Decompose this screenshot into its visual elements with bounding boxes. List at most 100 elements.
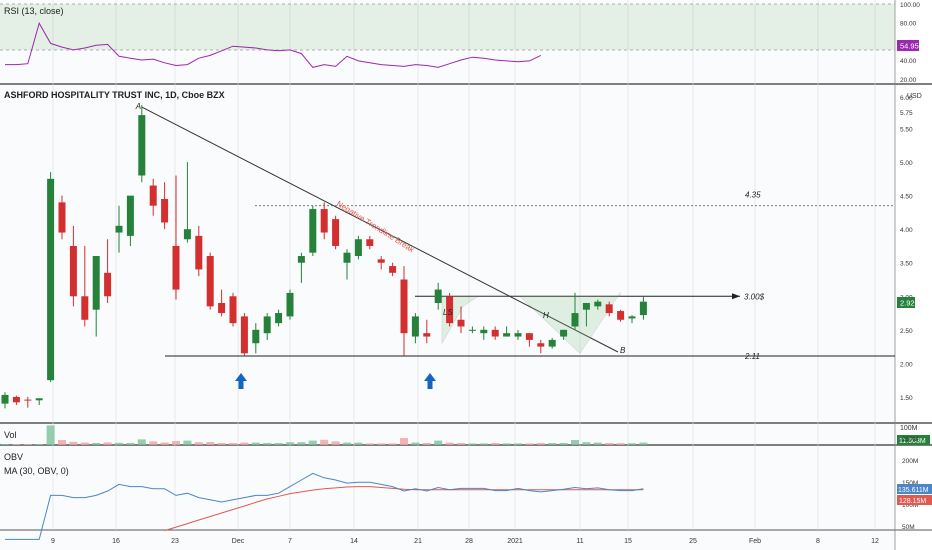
volume-bar (320, 439, 329, 445)
volume-bar (286, 442, 294, 445)
x-tick-label: 15 (624, 538, 632, 545)
volume-bar (616, 443, 625, 445)
volume-bar (559, 443, 568, 445)
volume-bar (80, 442, 89, 445)
volume-bar (149, 441, 158, 445)
volume-bar (400, 438, 408, 445)
candle-body (252, 329, 260, 344)
price-tick-label: 2.50 (900, 328, 913, 335)
candle-body (263, 316, 271, 334)
candle-body (275, 313, 283, 324)
obv-line (5, 472, 644, 540)
candle-body (218, 302, 226, 314)
price-tick-label: 5.75 (900, 110, 913, 117)
volume-bar (251, 442, 260, 445)
x-tick-label: 16 (112, 538, 120, 545)
candle-body (183, 229, 191, 240)
volume-bar (605, 443, 614, 445)
obv-panel: OBV MA (30, OBV, 0) 250M200M150M100M50M … (4, 436, 932, 540)
candle-body (582, 302, 590, 310)
price-tick-label: 4.00 (900, 227, 913, 234)
head-label: H (543, 311, 549, 320)
rsi-tick-label: 40.00 (900, 58, 917, 65)
candle-body (297, 256, 305, 263)
candle-body (240, 316, 248, 354)
volume-bar (194, 442, 203, 445)
candle-body (229, 296, 237, 324)
candle-body (69, 245, 77, 297)
volume-bar (639, 442, 648, 445)
volume-bar (217, 443, 226, 445)
candle-body (491, 329, 499, 337)
neckline-label: 3.00$ (744, 292, 765, 301)
neckline-arrowhead (732, 293, 740, 300)
support-label: 2.11 (744, 352, 760, 361)
volume-bar (229, 443, 237, 445)
obv-tick-label: 250M (902, 436, 918, 443)
currency-label: USD (907, 93, 922, 100)
rsi-panel: RSI (13, close) 100.0080.0060.0040.0020.… (0, 2, 920, 84)
volume-bar (1, 444, 9, 445)
volume-bar (571, 440, 579, 445)
volume-bar (354, 442, 363, 445)
volume-bar (46, 425, 55, 445)
price-title: ASHFORD HOSPITALITY TRUST INC, 1D, Cboe … (4, 90, 225, 100)
price-current-badge (897, 297, 915, 308)
candle-body (92, 256, 100, 310)
candle-body (35, 398, 43, 401)
candle-body (525, 333, 533, 340)
candle-body (423, 333, 431, 337)
x-tick-label: 11 (576, 538, 583, 545)
volume-bar (457, 443, 465, 445)
point-b-label: B (620, 346, 626, 355)
obv-current-badge (897, 484, 932, 494)
candle-body (115, 225, 123, 233)
candle-body (12, 396, 20, 403)
price-tick-label: 6.00 (900, 95, 913, 102)
candle-body (138, 115, 146, 176)
candle-body (503, 333, 511, 337)
candle-body (639, 301, 647, 316)
candle-body (343, 252, 351, 263)
volume-bar (525, 443, 534, 445)
candle-body (514, 333, 522, 337)
obv-ma-current-badge (897, 495, 932, 505)
volume-bar (388, 443, 397, 445)
price-tick-label: 5.00 (900, 160, 913, 167)
candle-body (161, 198, 169, 223)
volume-bar (240, 442, 249, 445)
candle-body (309, 209, 317, 253)
volume-bar (206, 442, 215, 445)
volume-bar (23, 444, 32, 445)
rsi-tick-label: 100.00 (900, 2, 920, 9)
left-shoulder-label: LS (443, 308, 453, 317)
candle-body (354, 239, 362, 257)
x-axis: 9 16 23 Dec 7 14 21 28 2021 11 15 25 Feb 8 12 (51, 538, 879, 545)
candle-body (560, 329, 568, 337)
volume-bar (377, 443, 386, 445)
volume-current-value: 11.503M (899, 438, 926, 445)
rsi-tick-label: 80.00 (900, 21, 917, 28)
volume-bars (1, 425, 648, 445)
volume-bar (434, 440, 443, 445)
volume-bar (331, 441, 340, 445)
price-tick-label: 3.50 (900, 261, 913, 268)
volume-bar (297, 442, 306, 445)
price-current-value: 2.92 (900, 299, 915, 308)
candle-body (537, 343, 545, 347)
candle-body (617, 311, 625, 320)
obv-tick-label: 200M (902, 458, 918, 465)
candle-body (457, 319, 465, 327)
candle-body (434, 289, 442, 303)
volume-bar (183, 440, 192, 445)
obv-tick-label: 100M (902, 502, 918, 509)
candle-body (149, 185, 157, 206)
candle-body (389, 266, 397, 273)
volume-bar (58, 440, 66, 445)
volume-bar (274, 443, 283, 445)
volume-bar (479, 443, 488, 445)
x-tick-label: 23 (171, 538, 179, 545)
x-tick-label: 21 (414, 538, 422, 545)
volume-current-badge (897, 435, 930, 445)
